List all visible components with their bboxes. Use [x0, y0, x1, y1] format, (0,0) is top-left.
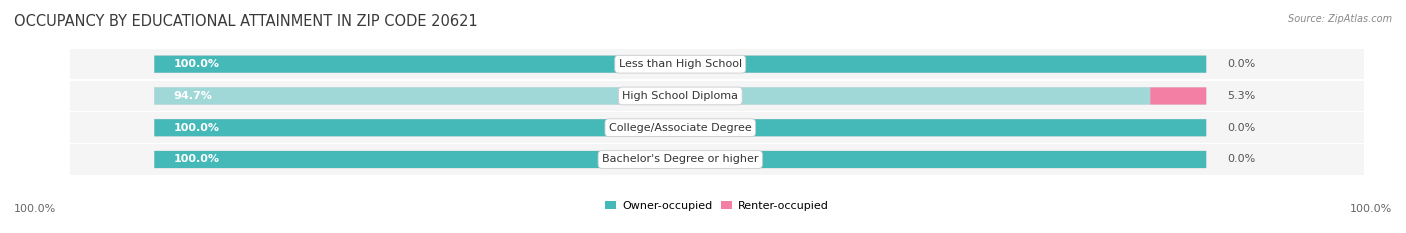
FancyBboxPatch shape — [155, 56, 1206, 73]
Text: OCCUPANCY BY EDUCATIONAL ATTAINMENT IN ZIP CODE 20621: OCCUPANCY BY EDUCATIONAL ATTAINMENT IN Z… — [14, 14, 478, 29]
Text: 94.7%: 94.7% — [173, 91, 212, 101]
Text: 5.3%: 5.3% — [1227, 91, 1256, 101]
Text: Less than High School: Less than High School — [619, 59, 742, 69]
Bar — [70, 113, 1364, 143]
Text: 100.0%: 100.0% — [173, 123, 219, 133]
Text: Source: ZipAtlas.com: Source: ZipAtlas.com — [1288, 14, 1392, 24]
Text: 100.0%: 100.0% — [173, 154, 219, 164]
Text: College/Associate Degree: College/Associate Degree — [609, 123, 752, 133]
FancyBboxPatch shape — [155, 87, 1150, 104]
Text: 100.0%: 100.0% — [1350, 204, 1392, 214]
Legend: Owner-occupied, Renter-occupied: Owner-occupied, Renter-occupied — [600, 196, 834, 215]
Text: 100.0%: 100.0% — [173, 59, 219, 69]
Bar — [70, 49, 1364, 79]
FancyBboxPatch shape — [155, 151, 1206, 168]
Bar — [70, 81, 1364, 111]
Text: 0.0%: 0.0% — [1227, 123, 1256, 133]
FancyBboxPatch shape — [1150, 87, 1206, 104]
Bar — [70, 144, 1364, 175]
FancyBboxPatch shape — [155, 56, 1206, 73]
Text: 0.0%: 0.0% — [1227, 154, 1256, 164]
Text: 100.0%: 100.0% — [14, 204, 56, 214]
Text: Bachelor's Degree or higher: Bachelor's Degree or higher — [602, 154, 758, 164]
FancyBboxPatch shape — [155, 119, 1206, 136]
FancyBboxPatch shape — [155, 87, 1206, 104]
FancyBboxPatch shape — [155, 119, 1206, 136]
Text: 0.0%: 0.0% — [1227, 59, 1256, 69]
FancyBboxPatch shape — [155, 151, 1206, 168]
Text: High School Diploma: High School Diploma — [623, 91, 738, 101]
